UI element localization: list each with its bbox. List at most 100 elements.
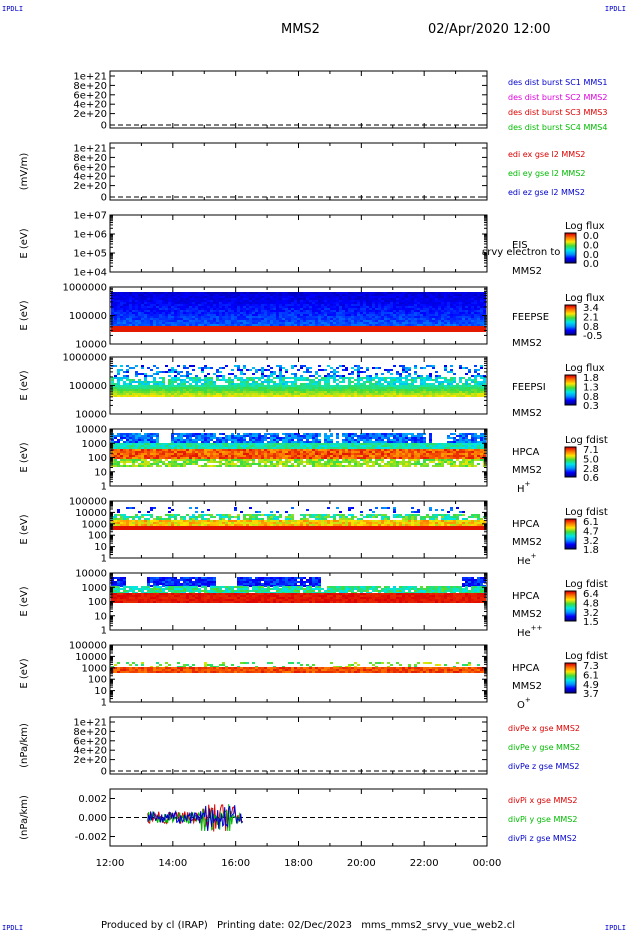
heatmap-cell [456,314,459,316]
heatmap-cell [432,328,435,330]
heatmap-cell [261,393,264,395]
heatmap-cell [471,302,474,304]
heatmap-cell [129,379,132,381]
heatmap-cell [441,381,444,383]
heatmap-cell [294,435,297,437]
heatmap-cell [252,298,255,300]
heatmap-cell [135,393,138,395]
heatmap-cell [270,367,273,369]
heatmap-cell [453,306,456,308]
heatmap-cell [465,387,468,389]
heatmap-cell [357,387,360,389]
heatmap-cell [450,433,453,435]
heatmap-cell [303,298,306,300]
heatmap-cell [378,367,381,369]
heatmap-cell [429,435,432,437]
heatmap-cell [318,328,321,330]
heatmap-cell [135,314,138,316]
heatmap-cell [192,379,195,381]
heatmap-cell [222,389,225,391]
heatmap-cell [138,316,141,318]
heatmap-cell [447,320,450,322]
heatmap-cell [474,320,477,322]
heatmap-cell [219,292,222,294]
heatmap-cell [384,296,387,298]
heatmap-cell [219,375,222,377]
heatmap-cell [432,296,435,298]
heatmap-cell [390,292,393,294]
heatmap-cell [339,375,342,377]
heatmap-cell [231,433,234,435]
colorbar-step [565,324,576,326]
heatmap-cell [405,328,408,330]
heatmap-cell [225,304,228,306]
heatmap-cell [195,310,198,312]
heatmap-cell [432,389,435,391]
heatmap-cell [276,300,279,302]
y-tick-label: 10000 [75,340,107,351]
heatmap-cell [387,312,390,314]
heatmap-cell [477,385,480,387]
heatmap-cell [369,381,372,383]
heatmap-cell [279,391,282,393]
heatmap-cell [150,437,153,439]
heatmap-cell [393,437,396,439]
heatmap-cell [141,292,144,294]
heatmap-cell [390,330,393,332]
heatmap-cell [390,389,393,391]
heatmap-cell [219,326,222,328]
heatmap-cell [291,387,294,389]
heatmap-cell [132,302,135,304]
heatmap-cell [165,294,168,296]
heatmap-cell [390,320,393,322]
heatmap-cell [258,379,261,381]
heatmap-cell [156,393,159,395]
heatmap-cell [468,296,471,298]
heatmap-cell [294,387,297,389]
heatmap-cell [276,365,279,367]
y-tick-label: 0 [101,193,107,204]
heatmap-cell [288,302,291,304]
heatmap-cell [282,375,285,377]
heatmap-cell [327,304,330,306]
heatmap-cell [369,326,372,328]
heatmap-cell [471,393,474,395]
heatmap-cell [222,306,225,308]
heatmap-cell [258,395,261,397]
heatmap-cell [291,377,294,379]
heatmap-cell [123,435,126,437]
colorbar-step [565,316,576,318]
heatmap-cell [141,320,144,322]
heatmap-cell [255,385,258,387]
heatmap-cell [225,294,228,296]
heatmap-cell [444,324,447,326]
heatmap-cell [219,393,222,395]
heatmap-cell [393,300,396,302]
heatmap-cell [384,328,387,330]
heatmap-cell [384,377,387,379]
heatmap-cell [147,375,150,377]
heatmap-cell [123,304,126,306]
heatmap-cell [432,308,435,310]
colorbar-step [565,378,576,380]
heatmap-cell [309,441,312,443]
heatmap-cell [117,316,120,318]
heatmap-cell [225,435,228,437]
heatmap-cell [297,296,300,298]
heatmap-cell [468,433,471,435]
heatmap-cell [249,326,252,328]
heatmap-cell [339,389,342,391]
heatmap-cell [399,322,402,324]
heatmap-cell [201,304,204,306]
heatmap-cell [342,435,345,437]
heatmap-cell [144,373,147,375]
heatmap-cell [477,294,480,296]
heatmap-cell [306,312,309,314]
heatmap-cell [192,294,195,296]
heatmap-cell [159,330,162,332]
heatmap-cell [459,367,462,369]
y-tick-label: 1e+21 [73,144,107,155]
colorbar-step [565,317,576,319]
heatmap-cell [447,302,450,304]
heatmap-cell [120,387,123,389]
